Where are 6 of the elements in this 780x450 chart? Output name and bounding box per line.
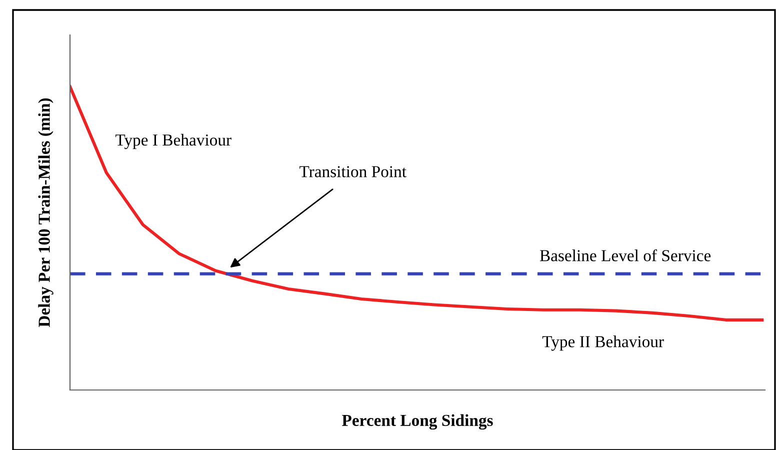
annotation: Type I Behaviour [115,134,232,150]
x-axis-title: Percent Long Sidings [342,414,493,430]
annotation: Transition Point [300,166,406,178]
y-axis-title: Delay Per 100 Train-Miles (min) [38,98,54,328]
annotation: Type II Behaviour [542,336,664,351]
ref-line-label: Baseline Level of Service [540,249,711,262]
